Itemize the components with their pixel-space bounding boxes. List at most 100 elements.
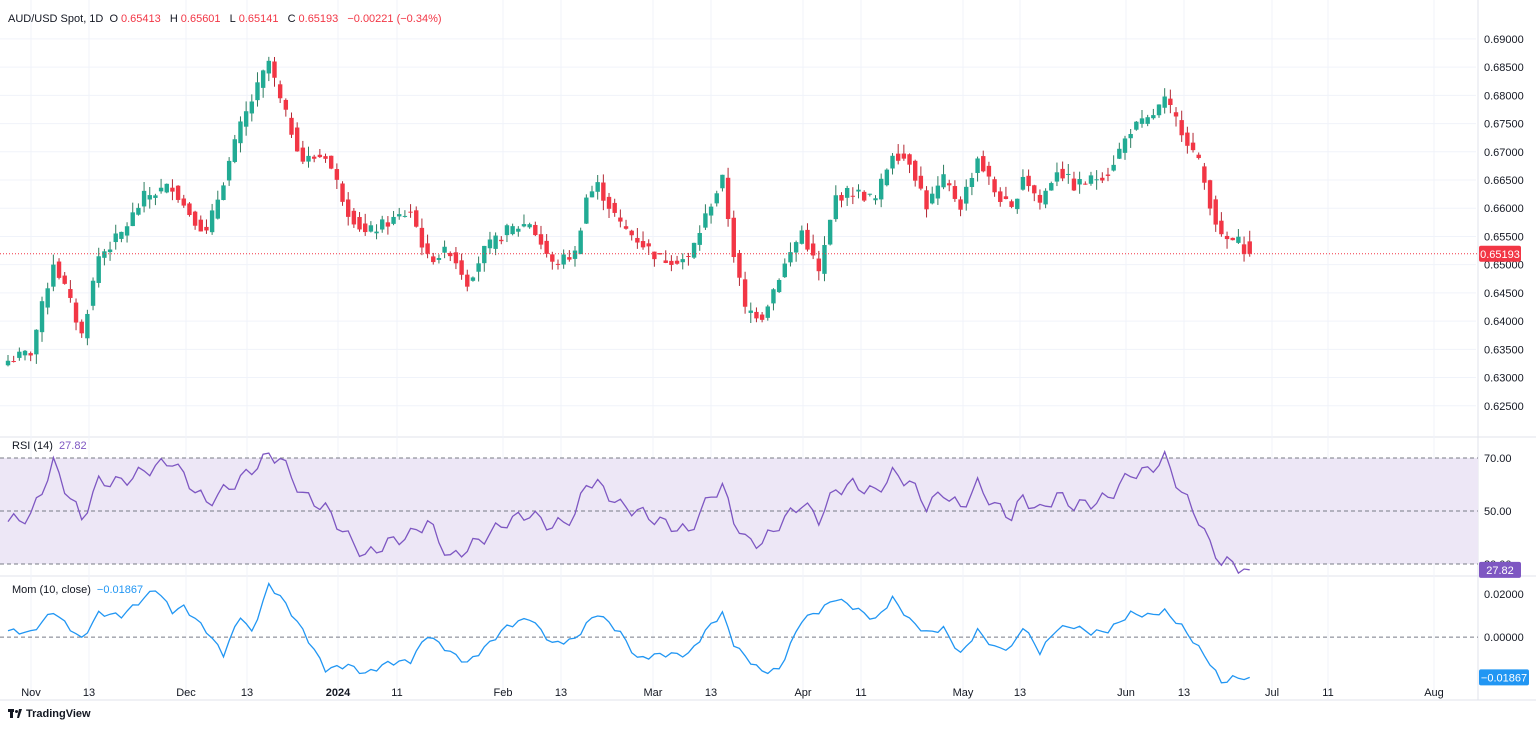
candle	[102, 248, 107, 266]
candle	[1151, 108, 1156, 120]
candle	[442, 240, 447, 259]
tradingview-logo-icon	[8, 709, 22, 718]
candle	[759, 311, 765, 323]
candle	[1213, 195, 1218, 232]
candle	[669, 255, 674, 272]
candle	[844, 185, 850, 206]
candle-body	[839, 195, 844, 201]
candle-body	[737, 252, 742, 278]
candle	[1043, 188, 1048, 209]
candle	[453, 247, 459, 270]
candle-body	[175, 185, 181, 200]
candle	[867, 193, 873, 197]
candle-body	[623, 226, 629, 229]
candle-body	[890, 155, 895, 169]
candle-body	[1168, 98, 1173, 106]
candle-body	[45, 288, 50, 308]
candle	[215, 190, 220, 220]
time-tick-label: 13	[241, 687, 253, 699]
candle-body	[482, 245, 487, 264]
candle	[226, 157, 232, 186]
candle	[510, 223, 515, 236]
candle	[856, 184, 861, 199]
candle-body	[816, 258, 822, 272]
time-tick-label: Jul	[1265, 687, 1279, 699]
candle-body	[28, 353, 33, 356]
candle-body	[260, 70, 266, 88]
candle-body	[1213, 199, 1218, 225]
candle-body	[861, 191, 867, 201]
candle-body	[930, 193, 935, 204]
candle	[612, 198, 617, 217]
candle-body	[164, 183, 169, 193]
symbol-legend[interactable]: AUD/USD Spot, 1D O 0.65413 H 0.65601 L 0.65…	[8, 12, 445, 26]
candle	[538, 225, 544, 250]
candle	[975, 156, 980, 182]
candle	[1020, 169, 1026, 191]
candle-body	[805, 229, 810, 250]
candle	[890, 153, 895, 175]
candle-body	[22, 350, 28, 356]
candle	[147, 187, 152, 209]
momentum-legend[interactable]: Mom (10, close) −0.01867	[12, 583, 146, 597]
candle-body	[652, 251, 657, 260]
rsi-tick-label: 50.00	[1484, 506, 1512, 518]
rsi-legend[interactable]: RSI (14) 27.82	[12, 439, 90, 453]
candle	[90, 277, 96, 311]
candle	[153, 193, 158, 206]
candle-body	[323, 156, 328, 159]
candle	[181, 194, 186, 208]
momentum-last-label: −0.01867	[1481, 672, 1527, 684]
candle	[850, 187, 856, 205]
candle-body	[1083, 183, 1088, 185]
candle	[1037, 189, 1043, 210]
high-value: H 0.65601	[169, 13, 221, 25]
candle-body	[918, 175, 924, 189]
candle-body	[226, 160, 232, 181]
candle-body	[1003, 196, 1009, 199]
candle-body	[742, 279, 748, 307]
candle	[175, 185, 181, 203]
candle-body	[1122, 138, 1128, 153]
candle	[947, 179, 952, 192]
candle	[351, 207, 357, 228]
candle	[805, 223, 810, 252]
candle-body	[51, 264, 56, 287]
candle-body	[986, 165, 992, 177]
time-tick-label: Jun	[1117, 687, 1135, 699]
candle	[45, 282, 50, 315]
candle-body	[1151, 115, 1156, 119]
candle-body	[1247, 241, 1252, 254]
candle	[822, 236, 827, 282]
candle-body	[1026, 175, 1031, 187]
price-tick-label: 0.64000	[1484, 316, 1524, 328]
candle	[119, 231, 124, 243]
rsi-pane	[0, 449, 1478, 575]
candle-body	[56, 261, 62, 278]
brand-label: TradingView	[26, 708, 91, 720]
candle-body	[629, 230, 634, 236]
candle-body	[765, 306, 770, 318]
candle-body	[328, 155, 334, 169]
candle-body	[1066, 173, 1071, 175]
candle-body	[703, 213, 708, 228]
tradingview-brand[interactable]: TradingView	[8, 708, 91, 720]
candle-body	[1094, 179, 1099, 181]
candle-body	[527, 224, 532, 228]
candle	[283, 98, 289, 117]
candle-body	[606, 196, 612, 209]
candle-body	[487, 239, 493, 249]
candle-body	[102, 251, 107, 258]
candle	[1173, 107, 1179, 127]
candle-body	[601, 182, 606, 201]
price-pane	[0, 56, 1478, 367]
candle-body	[397, 214, 402, 217]
price-tick-label: 0.66500	[1484, 175, 1524, 187]
candle	[827, 219, 833, 246]
candle	[1139, 109, 1145, 128]
candle	[992, 176, 997, 197]
candle	[334, 163, 340, 189]
candle	[448, 251, 453, 262]
